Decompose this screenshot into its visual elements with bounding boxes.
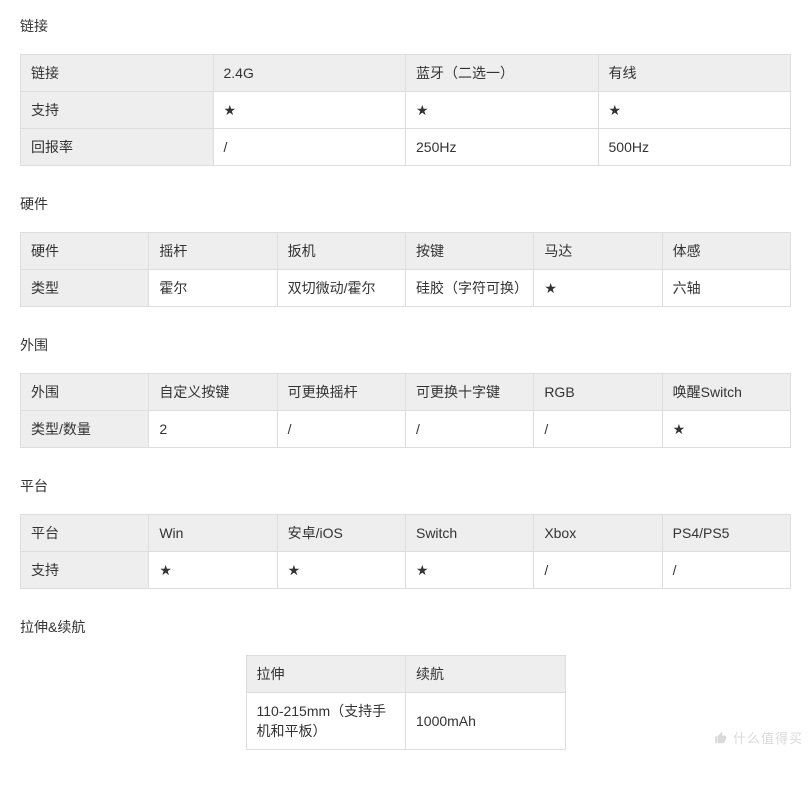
section-title-peripheral: 外围 [20,335,791,355]
thumb-up-icon [713,731,729,745]
cell: 110-215mm（支持手机和平板） [246,693,406,750]
th: 可更换十字键 [405,374,533,411]
cell: ★ [213,92,406,129]
row-label: 类型/数量 [21,411,149,448]
th: RGB [534,374,662,411]
row-label: 支持 [21,92,214,129]
cell: 霍尔 [149,270,277,307]
cell: ★ [406,92,599,129]
th: 链接 [21,55,214,92]
cell: 六轴 [662,270,790,307]
cell: ★ [149,552,277,589]
th: Switch [405,515,533,552]
table-row: 平台 Win 安卓/iOS Switch Xbox PS4/PS5 [21,515,791,552]
section-title-platform: 平台 [20,476,791,496]
table-row: 外围 自定义按键 可更换摇杆 可更换十字键 RGB 唤醒Switch [21,374,791,411]
cell: / [213,129,406,166]
cell: ★ [598,92,791,129]
cell: 双切微动/霍尔 [277,270,405,307]
table-platform: 平台 Win 安卓/iOS Switch Xbox PS4/PS5 支持 ★ ★… [20,514,791,589]
table-row: 类型/数量 2 / / / ★ [21,411,791,448]
table-link: 链接 2.4G 蓝牙（二选一） 有线 支持 ★ ★ ★ 回报率 / 250Hz … [20,54,791,166]
th: 平台 [21,515,149,552]
th: 可更换摇杆 [277,374,405,411]
th: Win [149,515,277,552]
section-title-link: 链接 [20,16,791,36]
cell: 硅胶（字符可换） [405,270,533,307]
cell: / [534,552,662,589]
th: PS4/PS5 [662,515,790,552]
th: 硬件 [21,233,149,270]
row-label: 支持 [21,552,149,589]
table-stretch: 拉伸 续航 110-215mm（支持手机和平板） 1000mAh [246,655,566,750]
row-label: 回报率 [21,129,214,166]
table-row: 链接 2.4G 蓝牙（二选一） 有线 [21,55,791,92]
cell: 500Hz [598,129,791,166]
table-row: 支持 ★ ★ ★ [21,92,791,129]
table-row: 110-215mm（支持手机和平板） 1000mAh [246,693,565,750]
th: 外围 [21,374,149,411]
th: 唤醒Switch [662,374,790,411]
cell: ★ [277,552,405,589]
cell: 2 [149,411,277,448]
section-title-hardware: 硬件 [20,194,791,214]
cell: 1000mAh [406,693,566,750]
cell: / [534,411,662,448]
th: 摇杆 [149,233,277,270]
th: 自定义按键 [149,374,277,411]
cell: / [662,552,790,589]
th: 马达 [534,233,662,270]
section-title-stretch: 拉伸&续航 [20,617,791,637]
cell: ★ [405,552,533,589]
cell: 250Hz [406,129,599,166]
table-row: 支持 ★ ★ ★ / / [21,552,791,589]
th: 体感 [662,233,790,270]
th: 2.4G [213,55,406,92]
table-row: 硬件 摇杆 扳机 按键 马达 体感 [21,233,791,270]
table-row: 拉伸 续航 [246,656,565,693]
row-label: 类型 [21,270,149,307]
table-row: 类型 霍尔 双切微动/霍尔 硅胶（字符可换） ★ 六轴 [21,270,791,307]
table-row: 回报率 / 250Hz 500Hz [21,129,791,166]
cell: / [405,411,533,448]
th: 安卓/iOS [277,515,405,552]
th: 按键 [405,233,533,270]
table-hardware: 硬件 摇杆 扳机 按键 马达 体感 类型 霍尔 双切微动/霍尔 硅胶（字符可换）… [20,232,791,307]
th: 续航 [406,656,566,693]
th: 拉伸 [246,656,406,693]
th: Xbox [534,515,662,552]
watermark-text: 什么值得买 [733,728,803,747]
th: 有线 [598,55,791,92]
cell: ★ [534,270,662,307]
watermark: 什么值得买 [713,728,803,747]
cell: ★ [662,411,790,448]
th: 蓝牙（二选一） [406,55,599,92]
th: 扳机 [277,233,405,270]
cell: / [277,411,405,448]
table-peripheral: 外围 自定义按键 可更换摇杆 可更换十字键 RGB 唤醒Switch 类型/数量… [20,373,791,448]
